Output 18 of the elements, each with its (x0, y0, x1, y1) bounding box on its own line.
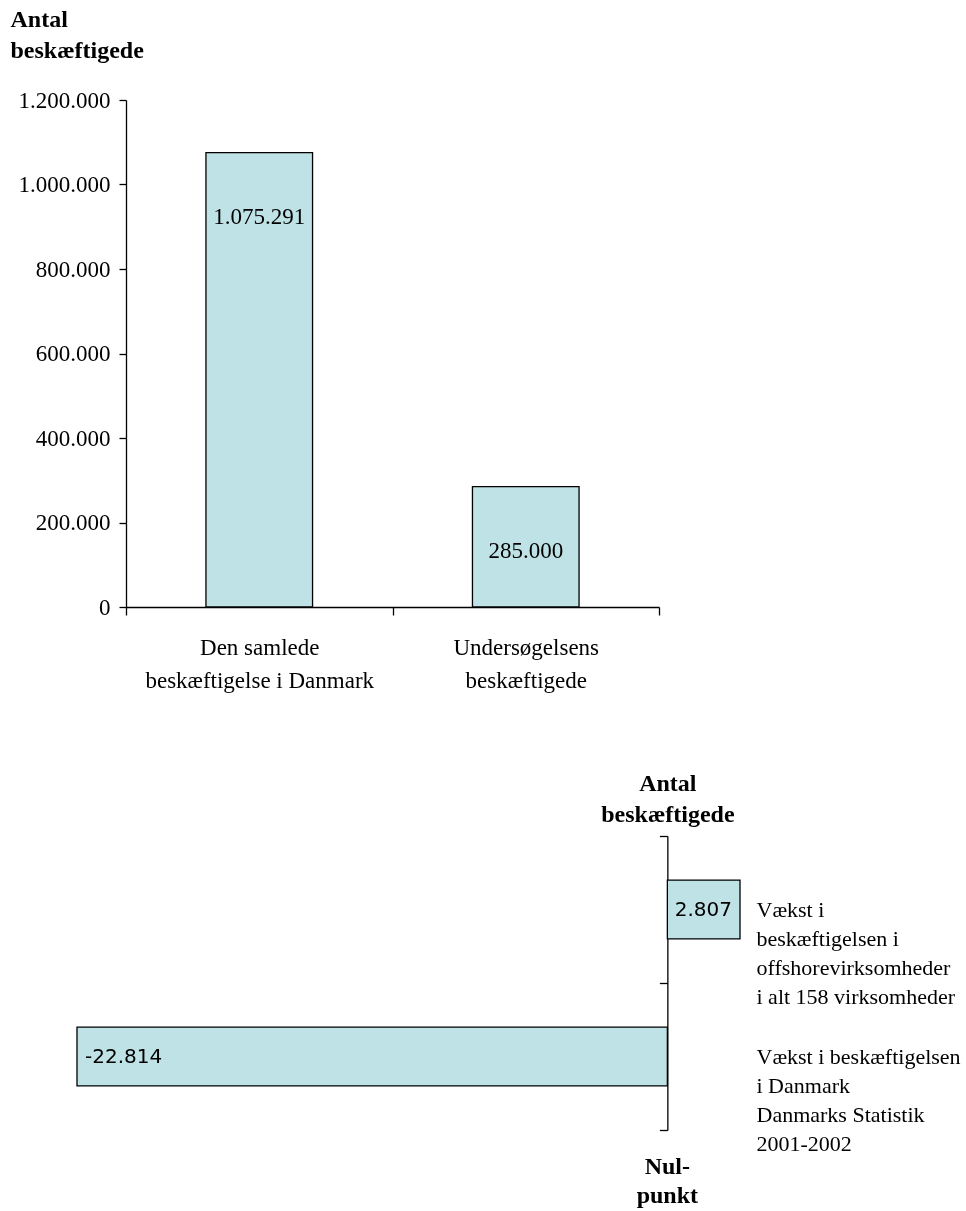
data-label: 2.807 (674, 896, 732, 921)
y-tick-label: 800.000 (35, 256, 111, 282)
y-tick-label: 0 (99, 594, 111, 620)
text: Nul- punkt (636, 1153, 699, 1208)
y-tick-label: 1.200.000 (18, 87, 111, 113)
y-axis-title: Antal beskæftigede (10, 5, 145, 63)
data-label: -22.814 (85, 1043, 163, 1068)
y-tick-label: 600.000 (35, 341, 111, 366)
x-axis-title: Antal beskæftigede (601, 769, 735, 827)
y-tick-label: Vækst i beskæftigelsen i Danmark Danmarks Statistik 2001-2002 (756, 1044, 961, 1156)
x-tick-label: Undersøgelsens beskæftigede (453, 634, 600, 693)
y-tick-label: 400.000 (35, 425, 111, 451)
data-label: 1.075.291 (213, 203, 306, 229)
y-tick-label: 1.000.000 (18, 172, 111, 197)
y-tick-label: 200.000 (35, 510, 111, 535)
y-tick-label: Vækst i beskæftigelsen i offshorevirksomheder i alt 158 virksomheder (756, 897, 956, 1009)
data-label: 285.000 (488, 537, 564, 563)
x-tick-label: Den samlede beskæftigelse i Danmark (145, 634, 375, 693)
